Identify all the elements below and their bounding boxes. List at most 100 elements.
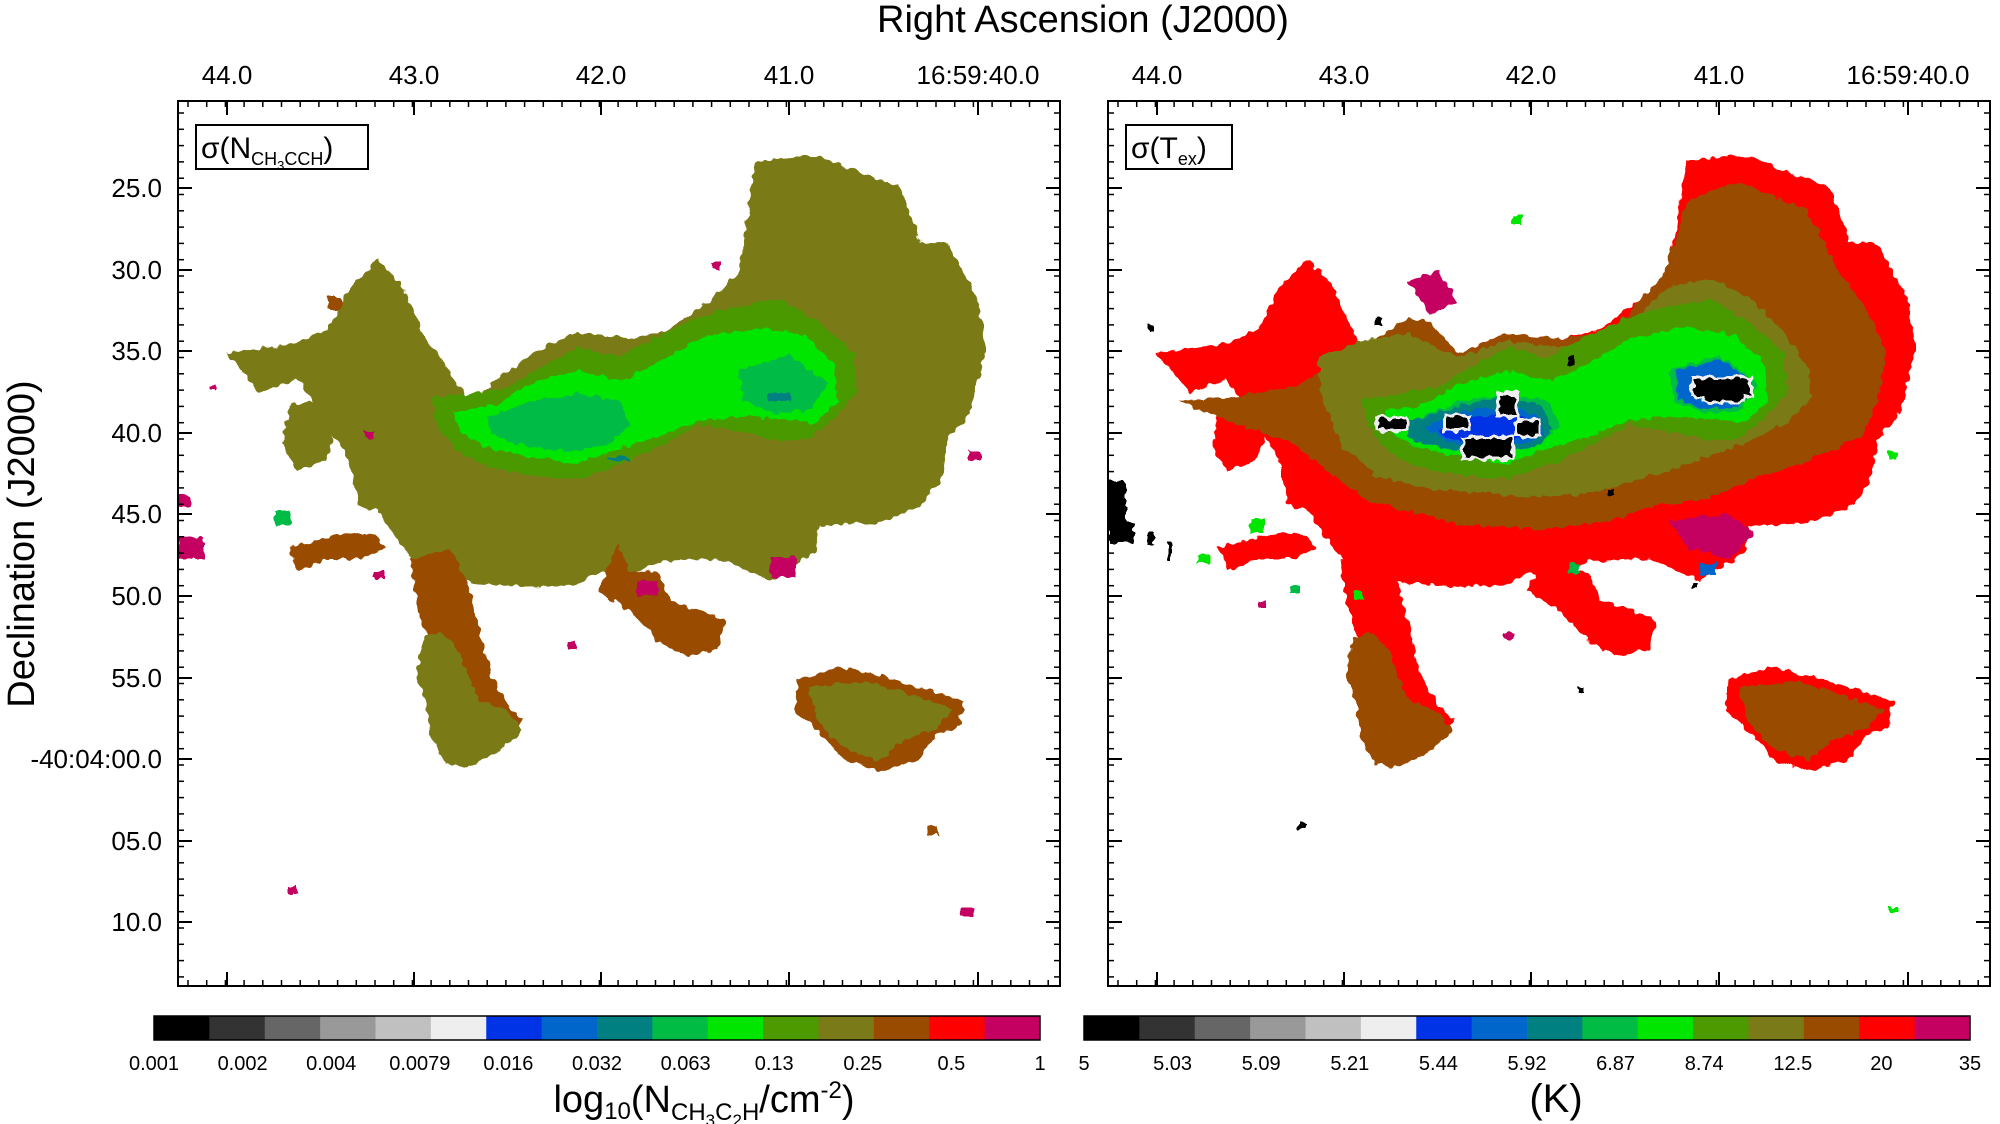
right-colorbar-swatch bbox=[1803, 1016, 1860, 1040]
right-scatter-pixel bbox=[1148, 531, 1154, 545]
right-scatter-pixel bbox=[1608, 489, 1614, 495]
right-black-peak bbox=[1518, 421, 1538, 435]
left-scatter-pixel bbox=[328, 297, 342, 309]
dec-tick-label: 50.0 bbox=[111, 581, 162, 611]
svg-text:σ(NCH3CCH): σ(NCH3CCH) bbox=[201, 132, 333, 173]
dec-tick-label: 30.0 bbox=[111, 255, 162, 285]
left-scatter-pixel bbox=[288, 887, 298, 893]
left-scatter-pixel bbox=[718, 323, 726, 331]
cb-title-cm: /cm bbox=[759, 1079, 820, 1121]
cb-title-h: H bbox=[742, 1099, 759, 1124]
right-rim-region-2 bbox=[1528, 543, 1656, 657]
right-panel-tag: σ(Tex) bbox=[1125, 124, 1233, 170]
right-tag-close: ) bbox=[1197, 132, 1207, 165]
left-scatter-pixel bbox=[960, 909, 974, 917]
right-colorbar-tick-label: 5.03 bbox=[1153, 1053, 1192, 1075]
right-colorbar-swatch bbox=[1637, 1016, 1694, 1040]
left-tag-sub-cch: CCH bbox=[284, 149, 323, 169]
left-heatmap bbox=[178, 155, 986, 917]
cb-title-close: ) bbox=[842, 1079, 855, 1121]
left-ra-tick-label: 41.0 bbox=[764, 60, 815, 90]
left-colorbar-tick-label: 0.5 bbox=[937, 1053, 965, 1075]
right-ra-tick-label: 41.0 bbox=[1694, 60, 1745, 90]
cb-title-3: 3 bbox=[706, 1111, 715, 1124]
right-colorbar-swatch bbox=[1527, 1016, 1583, 1040]
svg-text:σ(Tex): σ(Tex) bbox=[1131, 132, 1207, 169]
left-core-region-1 bbox=[488, 393, 630, 451]
left-colorbar-swatch bbox=[320, 1016, 376, 1040]
cb-title-2: 2 bbox=[732, 1111, 741, 1124]
left-scatter-pixel bbox=[636, 581, 658, 595]
right-black-peak bbox=[1500, 395, 1516, 415]
left-colorbar-swatch bbox=[264, 1016, 321, 1040]
right-scatter-pixel bbox=[1376, 317, 1382, 325]
dec-tick-label: 35.0 bbox=[111, 336, 162, 366]
right-scatter-pixel bbox=[1198, 555, 1210, 563]
right-panel: 44.0 43.0 42.0 41.0 16:59:40.0 σ(Tex) bbox=[1107, 60, 1991, 987]
right-colorbar-frame bbox=[1083, 1015, 1971, 1041]
right-south-region bbox=[1346, 631, 1452, 767]
left-panel: 44.0 43.0 42.0 41.0 16:59:40.0 25.0 30.0 35.0 40… bbox=[30, 60, 1061, 987]
right-black-peak bbox=[1464, 439, 1512, 457]
left-colorbar-swatch bbox=[375, 1016, 432, 1040]
left-scatter-pixel bbox=[274, 511, 290, 525]
left-ra-tick-label: 43.0 bbox=[389, 60, 440, 90]
left-colorbar-swatch bbox=[209, 1016, 266, 1040]
left-se-region bbox=[808, 681, 954, 761]
right-ra-tick-label: 43.0 bbox=[1319, 60, 1370, 90]
right-scatter-pixel bbox=[1250, 519, 1264, 533]
right-scatter-pixel bbox=[1888, 451, 1898, 459]
right-colorbar-swatch bbox=[1859, 1016, 1916, 1040]
left-colorbar-tick-label: 1 bbox=[1034, 1053, 1045, 1075]
right-black-peak bbox=[1446, 417, 1468, 429]
right-tag-sub-ex: ex bbox=[1178, 149, 1197, 169]
left-colorbar-tick-label: 0.13 bbox=[755, 1053, 794, 1075]
left-colorbar-swatch bbox=[818, 1016, 875, 1040]
left-ra-tick-label: 42.0 bbox=[576, 60, 627, 90]
right-colorbar-tick-label: 5.09 bbox=[1242, 1053, 1281, 1075]
left-tag-sigma: σ(N bbox=[201, 132, 251, 165]
dec-tick-label: 05.0 bbox=[111, 826, 162, 856]
right-colorbar-swatch bbox=[1250, 1016, 1306, 1040]
right-colorbar-tick-label: 5.44 bbox=[1419, 1053, 1458, 1075]
right-scatter-pixel bbox=[1568, 563, 1580, 573]
right-scatter-pixel bbox=[1888, 907, 1898, 913]
left-colorbar-swatch bbox=[486, 1016, 543, 1040]
right-panel-frame bbox=[1107, 100, 1991, 987]
right-scatter-pixel bbox=[1692, 583, 1698, 589]
left-ra-tick-label: 16:59:40.0 bbox=[917, 60, 1040, 90]
right-colorbar-swatch bbox=[1582, 1016, 1639, 1040]
left-colorbar-frame bbox=[153, 1015, 1041, 1041]
right-ra-tick-label: 42.0 bbox=[1506, 60, 1557, 90]
left-ra-tick-label: 44.0 bbox=[202, 60, 253, 90]
right-colorbar-tick-label: 8.74 bbox=[1685, 1053, 1724, 1075]
left-tag-sub-ch: CH bbox=[251, 149, 277, 169]
right-colorbar-swatch bbox=[1084, 1016, 1140, 1040]
cb-title-exp: -2 bbox=[821, 1077, 842, 1104]
left-colorbar-tick-label: 0.002 bbox=[218, 1053, 268, 1075]
dec-tick-label: 45.0 bbox=[111, 499, 162, 529]
right-panel-ticks: 44.0 43.0 42.0 41.0 16:59:40.0 bbox=[1108, 60, 1990, 986]
left-colorbar-swatch bbox=[652, 1016, 709, 1040]
right-colorbar-swatch bbox=[1471, 1016, 1528, 1040]
right-scatter-pixel bbox=[1504, 633, 1514, 639]
dec-tick-label: 25.0 bbox=[111, 173, 162, 203]
left-colorbar-swatch bbox=[154, 1016, 210, 1040]
left-peak-pixel bbox=[768, 393, 790, 401]
left-colorbar-title: log10(NCH3C2H/cm-2) bbox=[553, 1077, 854, 1124]
right-magenta-patch bbox=[1408, 271, 1458, 315]
left-scatter-pixel bbox=[178, 537, 204, 559]
cb-title-ch: CH bbox=[671, 1099, 706, 1124]
right-ra-tick-label: 16:59:40.0 bbox=[1847, 60, 1970, 90]
left-colorbar-swatch bbox=[929, 1016, 986, 1040]
left-peak-pixel bbox=[608, 457, 628, 461]
left-tag-sub-3: 3 bbox=[277, 158, 284, 173]
right-colorbar: 5 5.03 5.09 5.21 5.44 5.92 6.87 8.74 12.5 20 35 bbox=[1078, 1015, 1981, 1075]
right-scatter-pixel bbox=[1354, 591, 1364, 599]
left-colorbar-swatch bbox=[430, 1016, 487, 1040]
left-colorbar-swatch bbox=[541, 1016, 598, 1040]
cb-title-10: 10 bbox=[604, 1098, 631, 1124]
dec-tick-label: 40.0 bbox=[111, 418, 162, 448]
left-west-region bbox=[282, 401, 334, 471]
